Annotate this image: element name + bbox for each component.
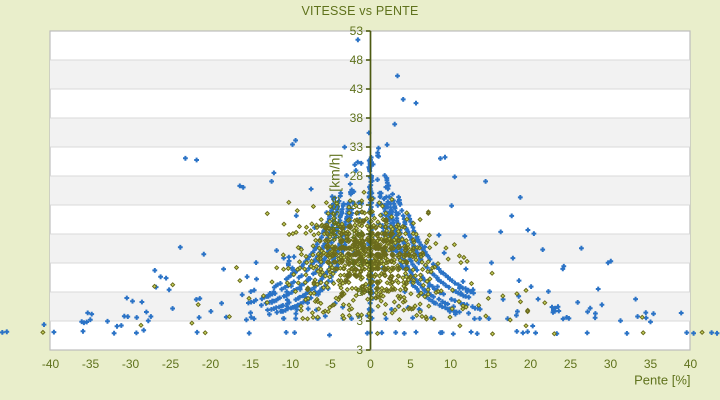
svg-text:18: 18 xyxy=(350,227,364,241)
svg-text:38: 38 xyxy=(350,111,364,125)
svg-text:-30: -30 xyxy=(122,357,140,371)
svg-text:3: 3 xyxy=(356,314,363,328)
svg-text:-10: -10 xyxy=(282,357,300,371)
svg-text:48: 48 xyxy=(350,53,364,67)
svg-text:Vitesse [km/h]: Vitesse [km/h] xyxy=(327,154,343,242)
svg-text:20: 20 xyxy=(524,357,538,371)
svg-text:23: 23 xyxy=(350,198,364,212)
svg-text:5: 5 xyxy=(407,357,414,371)
svg-text:VITESSE vs PENTE: VITESSE vs PENTE xyxy=(301,4,418,18)
svg-text:-15: -15 xyxy=(242,357,260,371)
svg-text:-35: -35 xyxy=(82,357,100,371)
svg-text:-40: -40 xyxy=(42,357,60,371)
svg-text:15: 15 xyxy=(484,357,498,371)
svg-text:3: 3 xyxy=(356,343,363,357)
svg-text:30: 30 xyxy=(604,357,618,371)
svg-text:-5: -5 xyxy=(325,357,336,371)
svg-text:13: 13 xyxy=(350,256,364,270)
svg-text:40: 40 xyxy=(684,357,698,371)
svg-text:25: 25 xyxy=(564,357,578,371)
svg-text:0: 0 xyxy=(367,357,374,371)
svg-text:Pente [%]: Pente [%] xyxy=(634,373,690,388)
svg-text:43: 43 xyxy=(350,82,364,96)
svg-text:28: 28 xyxy=(350,169,364,183)
svg-text:35: 35 xyxy=(644,357,658,371)
svg-text:8: 8 xyxy=(356,285,363,299)
svg-text:10: 10 xyxy=(444,357,458,371)
svg-text:-20: -20 xyxy=(202,357,220,371)
svg-text:33: 33 xyxy=(350,140,364,154)
svg-text:53: 53 xyxy=(350,24,364,38)
svg-text:-25: -25 xyxy=(162,357,180,371)
